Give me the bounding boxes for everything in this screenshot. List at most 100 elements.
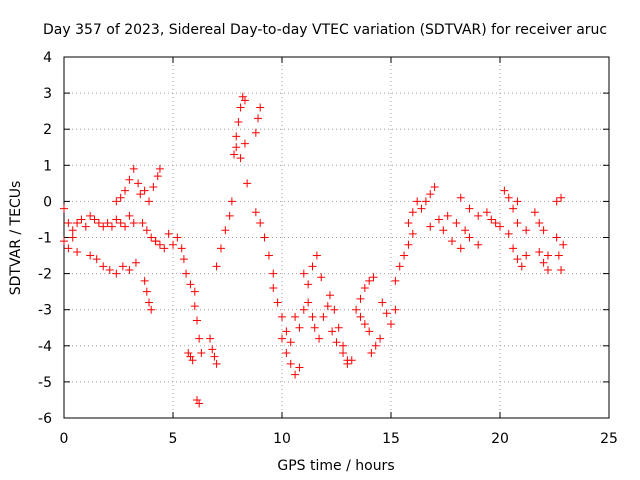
data-point — [286, 338, 295, 347]
data-point — [160, 244, 169, 253]
data-point — [86, 211, 95, 220]
data-point — [251, 208, 260, 217]
data-point — [535, 219, 544, 228]
y-axis-label: SDTVAR / TECUs — [8, 181, 24, 296]
data-point — [147, 305, 156, 314]
x-tick-label: 15 — [382, 431, 400, 447]
data-point — [99, 222, 108, 231]
data-point — [256, 103, 265, 112]
data-point — [236, 154, 245, 163]
data-point — [360, 284, 369, 293]
y-tick-label: -4 — [38, 339, 52, 355]
data-point — [513, 255, 522, 264]
data-point — [323, 302, 332, 311]
data-point — [282, 349, 291, 358]
x-tick-label: 5 — [169, 431, 178, 447]
data-point — [251, 128, 260, 137]
data-point — [105, 265, 114, 274]
data-point — [308, 262, 317, 271]
data-point — [443, 211, 452, 220]
data-point — [513, 197, 522, 206]
data-point — [221, 226, 230, 235]
data-point — [210, 352, 219, 361]
data-point — [86, 251, 95, 260]
data-point — [254, 114, 263, 123]
data-point — [552, 233, 561, 242]
data-point — [557, 265, 566, 274]
data-point — [367, 349, 376, 358]
data-point — [319, 312, 328, 321]
chart-title: Day 357 of 2023, Sidereal Day-to-day VTE… — [43, 22, 607, 38]
data-point — [273, 298, 282, 307]
data-point — [125, 265, 134, 274]
data-point — [136, 190, 145, 199]
data-point — [169, 240, 177, 249]
data-point — [99, 262, 108, 271]
data-point — [343, 359, 352, 368]
data-point — [195, 399, 204, 408]
y-tick-label: -2 — [38, 267, 52, 283]
grid — [64, 57, 609, 418]
data-point — [195, 334, 204, 343]
data-point — [212, 262, 221, 271]
y-tick-label: -1 — [38, 231, 52, 247]
data-point — [291, 312, 300, 321]
data-point — [332, 338, 341, 347]
x-axis-label: GPS time / hours — [277, 458, 394, 474]
y-tick-label: -3 — [38, 303, 52, 319]
data-point — [339, 341, 348, 350]
data-point — [400, 251, 409, 260]
data-point — [243, 179, 252, 188]
data-point — [240, 139, 249, 148]
data-point — [408, 229, 417, 238]
data-point — [487, 215, 496, 224]
y-tick-label: -6 — [38, 411, 52, 427]
data-point — [269, 284, 278, 293]
data-point — [448, 237, 457, 246]
data-point — [334, 323, 343, 332]
data-point — [559, 240, 568, 249]
data-point — [554, 251, 563, 260]
data-point — [177, 244, 186, 253]
y-tick-label: 1 — [43, 158, 52, 174]
data-point — [376, 334, 385, 343]
data-point — [155, 240, 164, 249]
data-point — [182, 269, 191, 278]
data-point — [430, 182, 439, 191]
data-point — [404, 240, 413, 249]
data-point — [543, 251, 552, 260]
data-point — [452, 219, 461, 228]
data-point — [417, 204, 426, 213]
data-point — [391, 276, 400, 285]
data-point — [465, 204, 474, 213]
data-point — [68, 226, 77, 235]
data-point — [232, 143, 241, 152]
data-point — [408, 208, 417, 217]
data-point — [190, 287, 199, 296]
data-point — [112, 269, 121, 278]
data-point — [188, 356, 197, 365]
data-point — [522, 226, 531, 235]
data-point — [145, 298, 154, 307]
data-point — [504, 229, 513, 238]
data-point — [304, 280, 313, 289]
data-point — [356, 312, 365, 321]
data-point — [413, 197, 422, 206]
data-point — [230, 150, 239, 159]
data-point — [522, 251, 531, 260]
data-point — [260, 233, 269, 242]
data-point — [352, 305, 361, 314]
data-point — [173, 233, 182, 242]
data-point — [317, 273, 326, 282]
data-point — [426, 222, 435, 231]
data-point — [269, 269, 278, 278]
data-point — [121, 222, 130, 231]
x-tick-label: 25 — [600, 431, 618, 447]
data-point — [129, 164, 138, 173]
data-point — [535, 247, 544, 256]
data-point — [142, 287, 151, 296]
data-point — [387, 320, 395, 329]
x-tick-label: 0 — [60, 431, 69, 447]
data-point — [339, 349, 348, 358]
data-point — [134, 179, 143, 188]
